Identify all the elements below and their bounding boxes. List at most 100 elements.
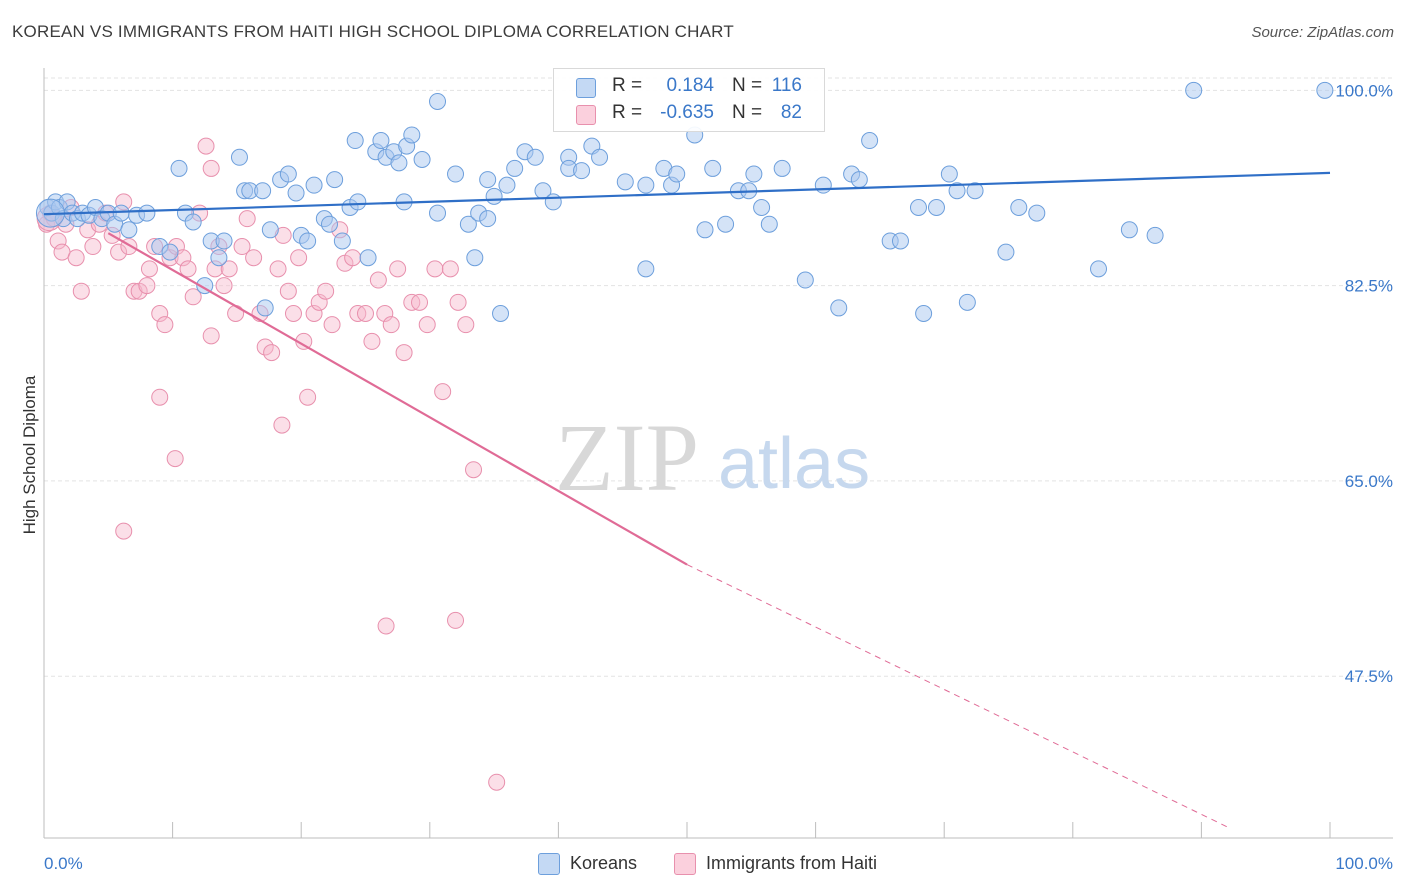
haiti-point bbox=[49, 232, 67, 250]
haiti-point bbox=[269, 260, 287, 278]
korean-point bbox=[466, 249, 484, 267]
haiti-point bbox=[110, 243, 128, 261]
haiti-point bbox=[215, 277, 233, 295]
korean-point bbox=[256, 299, 274, 317]
legend-row-haiti: R = -0.635 N = 82 bbox=[554, 100, 824, 128]
haiti-point bbox=[238, 210, 256, 228]
haiti-point bbox=[202, 327, 220, 345]
haiti-point bbox=[227, 305, 245, 323]
korean-point bbox=[915, 305, 933, 323]
haiti-point bbox=[447, 611, 465, 629]
korean-point bbox=[704, 159, 722, 177]
korean-point bbox=[796, 271, 814, 289]
korean-point bbox=[909, 198, 927, 216]
korean-point bbox=[485, 187, 503, 205]
korean-point bbox=[230, 148, 248, 166]
korean-point bbox=[616, 173, 634, 191]
korean-point bbox=[447, 165, 465, 183]
korean-point bbox=[745, 165, 763, 183]
haiti-point bbox=[317, 282, 335, 300]
series-koreans-points bbox=[35, 81, 1334, 323]
haiti-point bbox=[395, 344, 413, 362]
legend-row-koreans: R = 0.184 N = 116 bbox=[554, 73, 824, 101]
haiti-point bbox=[166, 450, 184, 468]
korean-point bbox=[215, 232, 233, 250]
haiti-point bbox=[323, 316, 341, 334]
legend-label-haiti: Immigrants from Haiti bbox=[706, 853, 878, 873]
korean-point bbox=[891, 232, 909, 250]
korean-point bbox=[359, 249, 377, 267]
korean-point bbox=[940, 165, 958, 183]
korean-point bbox=[1028, 204, 1046, 222]
haiti-point bbox=[377, 617, 395, 635]
korean-point bbox=[1120, 221, 1138, 239]
haiti-point bbox=[151, 305, 169, 323]
source-label: Source: ZipAtlas.com bbox=[1251, 24, 1394, 41]
y-tick-label: 82.5% bbox=[1345, 277, 1393, 296]
korean-point bbox=[429, 204, 447, 222]
korean-point bbox=[161, 243, 179, 261]
korean-point bbox=[254, 182, 272, 200]
haiti-point bbox=[179, 260, 197, 278]
korean-point bbox=[349, 193, 367, 211]
korean-point bbox=[459, 215, 477, 233]
korean-point bbox=[1185, 81, 1203, 99]
haiti-point bbox=[197, 137, 215, 155]
haiti-point bbox=[256, 338, 274, 356]
haiti-point bbox=[125, 282, 143, 300]
legend-n-label: N = bbox=[732, 75, 763, 96]
haiti-point bbox=[299, 388, 317, 406]
legend-swatch-haiti bbox=[576, 105, 596, 125]
korean-point bbox=[1146, 226, 1164, 244]
korean-point bbox=[997, 243, 1015, 261]
axis-layer bbox=[43, 68, 1393, 839]
korean-point bbox=[390, 154, 408, 172]
korean-point bbox=[637, 176, 655, 194]
korean-point bbox=[333, 232, 351, 250]
haiti-point bbox=[233, 238, 251, 256]
haiti-point bbox=[418, 316, 436, 334]
korean-point bbox=[526, 148, 544, 166]
korean-point bbox=[948, 182, 966, 200]
haiti-point bbox=[290, 249, 308, 267]
x-tick-label: 100.0% bbox=[1335, 854, 1393, 873]
y-tick-label: 65.0% bbox=[1345, 472, 1393, 491]
korean-point bbox=[346, 132, 364, 150]
haiti-point bbox=[465, 461, 483, 479]
korean-point bbox=[413, 151, 431, 169]
korean-point bbox=[1316, 81, 1334, 99]
haiti-point bbox=[369, 271, 387, 289]
korean-point bbox=[299, 232, 317, 250]
korean-point bbox=[429, 92, 447, 110]
watermark-zip: ZIP bbox=[555, 404, 699, 511]
haiti-point bbox=[389, 260, 407, 278]
legend-n-value: 82 bbox=[780, 102, 802, 123]
chart-title: KOREAN VS IMMIGRANTS FROM HAITI HIGH SCH… bbox=[12, 22, 734, 41]
legend-r-value: 0.184 bbox=[666, 75, 714, 96]
legend-n-label: N = bbox=[732, 102, 763, 123]
korean-point bbox=[696, 221, 714, 239]
korean-point bbox=[498, 176, 516, 194]
haiti-point bbox=[488, 773, 506, 791]
haiti-point bbox=[220, 260, 238, 278]
korean-point bbox=[261, 221, 279, 239]
haiti-point bbox=[156, 316, 174, 334]
haiti-point bbox=[457, 316, 475, 334]
legend-r-label: R = bbox=[612, 75, 643, 96]
trend-lines bbox=[43, 171, 1331, 828]
korean-point bbox=[305, 176, 323, 194]
legend-swatch-haiti bbox=[674, 853, 696, 875]
x-tick-label: 0.0% bbox=[44, 854, 83, 873]
korean-point bbox=[1090, 260, 1108, 278]
haiti-point bbox=[140, 260, 158, 278]
korean-point bbox=[927, 198, 945, 216]
haiti-point bbox=[382, 316, 400, 334]
legend-label-koreans: Koreans bbox=[570, 853, 638, 873]
haiti-point bbox=[72, 282, 90, 300]
korean-point bbox=[544, 193, 562, 211]
korean-point bbox=[138, 204, 156, 222]
trend-line-haiti bbox=[107, 232, 688, 566]
watermark-atlas: atlas bbox=[718, 424, 870, 504]
haiti-point bbox=[273, 416, 291, 434]
korean-point bbox=[492, 305, 510, 323]
